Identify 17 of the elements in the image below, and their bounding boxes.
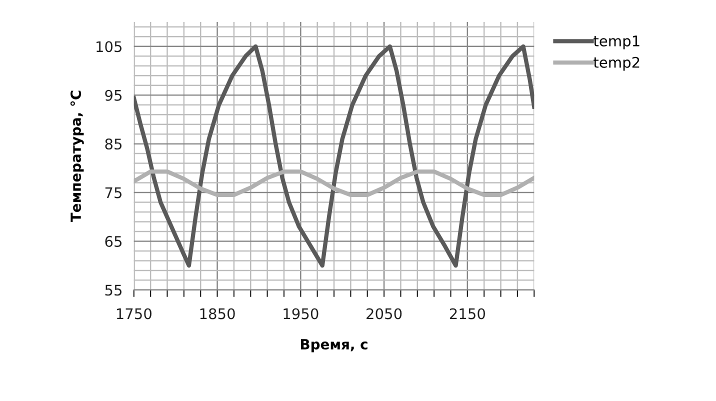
y-tick-label: 55	[105, 284, 122, 296]
x-axis-title: Время, с	[301, 339, 368, 352]
legend-label: temp2	[594, 56, 640, 71]
y-tick-label: 75	[105, 187, 122, 198]
legend-label: temp1	[594, 36, 640, 50]
x-tick-label: 1750	[116, 308, 152, 320]
line-series	[134, 44, 534, 268]
y-tick-label: 105	[96, 41, 122, 52]
y-tick-label: 65	[105, 236, 122, 247]
x-tick-label: 1850	[200, 308, 235, 320]
line-series	[134, 169, 534, 198]
x-tick-label: 2150	[450, 308, 486, 320]
y-axis-title: Температура, °C	[70, 90, 84, 222]
x-tick-label: 1950	[284, 308, 318, 320]
y-tick-label: 85	[105, 138, 122, 150]
x-tick-label: 2050	[366, 308, 402, 320]
y-tick-label: 95	[105, 90, 122, 101]
